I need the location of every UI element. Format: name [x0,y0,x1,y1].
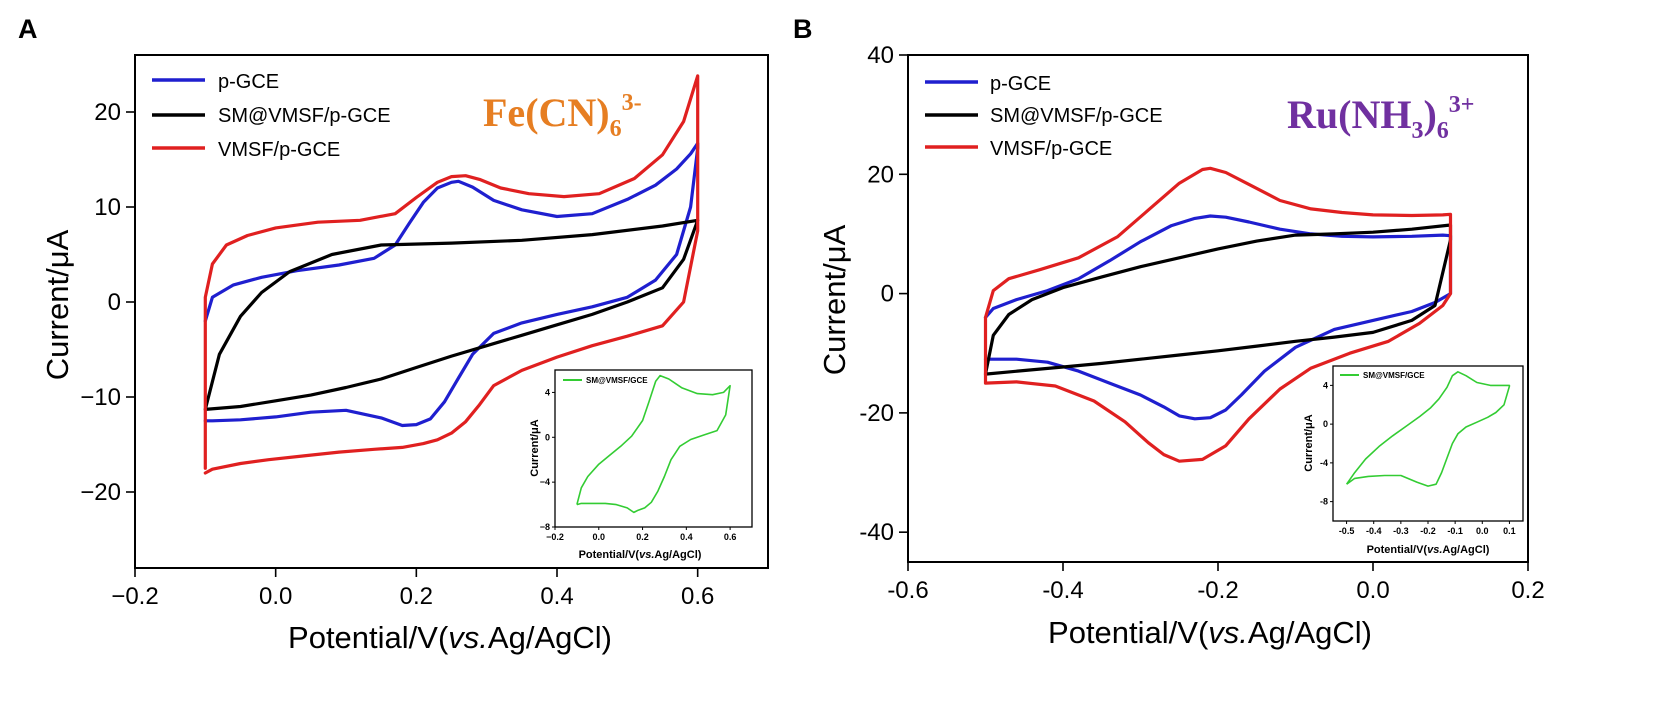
y-tick-label-b-3: 20 [867,161,894,188]
x-tick-label-a-4: 0.6 [681,583,714,610]
x-axis-b: -0.6 -0.4 -0.2 0.0 0.2 [887,562,1545,604]
series-group-b [983,166,1453,463]
inset-legend-label-a: SM@VMSF/GCE [586,376,648,385]
y-tick-label-a-2: 0 [108,289,121,316]
inset-x-tick-label-a-1: 0.0 [593,532,606,542]
inset-y-label-b: Current/μA [1303,414,1315,472]
y-tick-label-a-3: 10 [94,194,121,221]
x-tick-label-b-2: -0.2 [1197,577,1238,604]
inset-x-label-b: Potential/V(vs.Ag/AgCl) [1367,544,1490,556]
inset-frame-a [554,369,753,528]
inset-series-a [576,374,731,514]
inset-x-tick-label-a-3: 0.4 [680,532,693,542]
inset-axes-a: −8 −4 0 4 −0.2 0.0 0.2 0.4 0.6 [540,387,737,542]
y-tick-label-b-2: 0 [881,281,894,308]
plot-frame-a [134,54,769,569]
x-axis-a: −0.2 0.0 0.2 0.4 0.6 [111,568,714,610]
inset-a: −8 −4 0 4 −0.2 0.0 0.2 0.4 0.6 SM@VMSF/GCE Curre… [529,369,753,561]
series-line-a-2 [203,74,700,475]
species-label-a: Fe(CN)63- [483,90,642,142]
inset-y-tick-label-b-0: -8 [1320,497,1328,507]
inset-y-tick-label-b-1: -4 [1320,458,1328,468]
legend-label-b-2: VMSF/p-GCE [990,138,1112,160]
y-axis-a: −20 −10 0 10 20 [80,99,135,506]
inset-x-tick-label-b-2: -0.3 [1393,526,1409,536]
series-line-a-1 [203,218,700,411]
x-tick-label-b-0: -0.6 [887,577,928,604]
legend-a: p-GCE SM@VMSF/p-GCE VMSF/p-GCE [152,71,391,161]
x-tick-label-a-1: 0.0 [259,583,292,610]
y-tick-label-a-0: −20 [80,479,121,506]
legend-label-a-0: p-GCE [218,71,279,93]
legend-label-a-2: VMSF/p-GCE [218,139,340,161]
inset-series-line-a [576,374,731,514]
inset-x-tick-label-b-0: -0.5 [1339,526,1355,536]
inset-y-tick-label-a-0: −8 [540,522,550,532]
legend-b: p-GCE SM@VMSF/p-GCE VMSF/p-GCE [925,73,1163,160]
y-tick-label-b-1: -20 [859,400,894,427]
x-tick-label-b-3: 0.0 [1356,577,1389,604]
inset-x-tick-label-b-6: 0.1 [1503,526,1516,536]
inset-b: -8 -4 0 4 -0.5 -0.4 -0.3 -0.2 -0.1 0.0 0.1 SM@VMSF… [1303,365,1524,556]
inset-y-tick-label-a-1: −4 [540,477,550,487]
inset-y-tick-label-a-3: 4 [545,387,550,397]
inset-axes-b: -8 -4 0 4 -0.5 -0.4 -0.3 -0.2 -0.1 0.0 0.1 [1320,380,1516,536]
inset-x-tick-label-b-5: 0.0 [1476,526,1489,536]
y-tick-label-a-1: −10 [80,384,121,411]
series-line-b-2 [983,166,1453,463]
inset-series-line-b [1345,371,1511,487]
legend-label-a-1: SM@VMSF/p-GCE [218,105,391,127]
y-tick-label-b-4: 40 [867,42,894,69]
legend-label-b-0: p-GCE [990,73,1051,95]
inset-y-label-a: Current/μA [529,419,541,477]
x-tick-label-a-3: 0.4 [540,583,573,610]
y-axis-label-a: Current/μA [40,229,75,380]
x-tick-label-a-0: −0.2 [111,583,158,610]
y-tick-label-b-0: -40 [859,519,894,546]
x-axis-label-a: Potential/V(vs.Ag/AgCl) [288,620,612,655]
inset-y-tick-label-b-3: 4 [1323,380,1328,390]
inset-x-tick-label-b-1: -0.4 [1366,526,1382,536]
x-tick-label-b-1: -0.4 [1042,577,1083,604]
inset-frame-b [1332,365,1524,522]
y-axis-b: -40 -20 0 20 40 [859,42,908,546]
series-group-a [203,74,700,475]
species-label-b: Ru(NH3)63+ [1287,92,1474,144]
legend-label-b-1: SM@VMSF/p-GCE [990,105,1163,127]
x-axis-label-b: Potential/V(vs.Ag/AgCl) [1048,615,1372,650]
y-axis-label-b: Current/μA [817,224,852,375]
panel-a: A −20 −10 0 10 20 −0.2 0.0 0.2 0.4 0.6 Current/μ… [18,14,769,655]
x-tick-label-b-4: 0.2 [1511,577,1544,604]
x-tick-label-a-2: 0.2 [400,583,433,610]
inset-x-tick-label-b-3: -0.2 [1420,526,1436,536]
y-tick-label-a-4: 20 [94,99,121,126]
inset-y-tick-label-b-2: 0 [1323,419,1328,429]
panel-letter-a: A [18,14,38,44]
inset-series-b [1345,371,1511,487]
inset-x-tick-label-a-2: 0.2 [636,532,649,542]
inset-y-tick-label-a-2: 0 [545,432,550,442]
inset-x-tick-label-a-4: 0.6 [724,532,737,542]
inset-legend-label-b: SM@VMSF/GCE [1363,371,1425,380]
inset-x-tick-label-b-4: -0.1 [1447,526,1463,536]
inset-x-tick-label-a-0: −0.2 [546,532,564,542]
series-line-b-1 [983,223,1453,376]
panel-letter-b: B [793,14,813,44]
inset-x-label-a: Potential/V(vs.Ag/AgCl) [579,549,702,561]
